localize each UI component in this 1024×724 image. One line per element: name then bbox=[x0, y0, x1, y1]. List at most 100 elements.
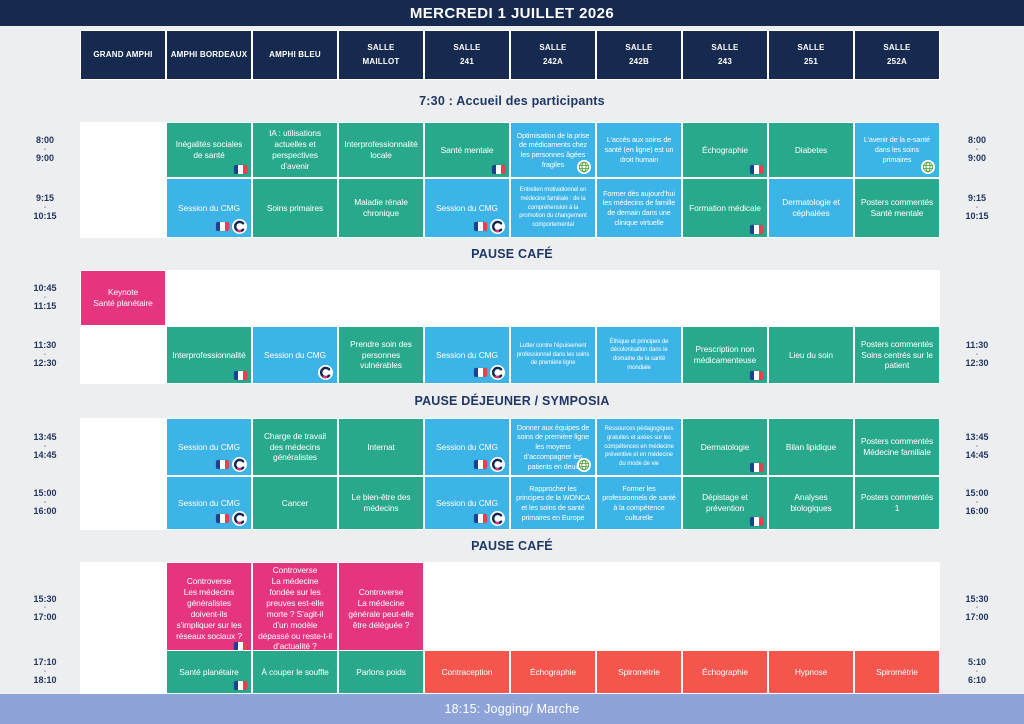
event-cell-salle-252a[interactable]: Spirométrie bbox=[854, 650, 940, 694]
event-cell-salle-241[interactable]: Session du CMG bbox=[424, 476, 510, 530]
room-name: SALLE 251 bbox=[797, 43, 825, 66]
time-start: 5:10 bbox=[967, 657, 986, 668]
event-cell-amphi-bleu[interactable]: IA : utilisations actuelles et perspecti… bbox=[252, 122, 338, 178]
empty-cell-salle-242a bbox=[510, 562, 596, 656]
schedule-row-8-00-9-00: 8:00-9:00 Inégalités sociales de santé IA … bbox=[0, 122, 1024, 178]
event-cell-salle-242b[interactable]: Spirométrie bbox=[596, 650, 682, 694]
time-start: 11:30 bbox=[33, 340, 57, 351]
event-cell-salle-252a[interactable]: Posters commentés Médecine familiale bbox=[854, 418, 940, 476]
event-cell-salle-maillot[interactable]: Interprofessionnalité locale bbox=[338, 122, 424, 178]
event-icons bbox=[474, 511, 505, 526]
schedule-grid: GRAND AMPHI AMPHI BORDEAUX AMPHI BLEU SALLE… bbox=[0, 30, 1024, 724]
event-cell-salle-242b[interactable]: Former dès aujourd’hui les médecins de f… bbox=[596, 178, 682, 238]
event-cell-salle-241[interactable]: Contraception bbox=[424, 650, 510, 694]
event-cell-amphi-bordeaux[interactable]: Santé planétaire bbox=[166, 650, 252, 694]
event-cell-salle-251[interactable]: Dermatologie et céphalées bbox=[768, 178, 854, 238]
event-cell-salle-251[interactable]: Analyses biologiques bbox=[768, 476, 854, 530]
event-title: Échographie bbox=[702, 666, 748, 677]
time-start: 15:00 bbox=[965, 488, 989, 499]
event-title: Le bien-être des médecins bbox=[351, 492, 411, 513]
event-cell-salle-242a[interactable]: Optimisation de la prise de médicaments … bbox=[510, 122, 596, 178]
time-start: 13:45 bbox=[33, 432, 57, 443]
event-cell-salle-242a[interactable]: Entretien motivationnel en médecine fami… bbox=[510, 178, 596, 238]
right-time-label: 15:00-16:00 bbox=[940, 476, 1014, 530]
event-icons bbox=[750, 225, 763, 234]
event-cell-salle-242b[interactable]: L’accès aux soins de santé (en ligne) es… bbox=[596, 122, 682, 178]
event-cell-amphi-bordeaux[interactable]: Interprofessionnalité bbox=[166, 326, 252, 384]
event-title: Charge de travail des médecins généralis… bbox=[263, 430, 327, 463]
event-cell-amphi-bleu[interactable]: Cancer bbox=[252, 476, 338, 530]
event-cell-salle-maillot[interactable]: Controverse La médecine générale peut-el… bbox=[338, 562, 424, 656]
room-header-salle-252a: SALLE 252A bbox=[854, 30, 940, 80]
event-title: Bilan lipidique bbox=[785, 441, 837, 452]
event-cell-salle-maillot[interactable]: Maladie rénale chronique bbox=[338, 178, 424, 238]
event-cell-amphi-bleu[interactable]: Session du CMG bbox=[252, 326, 338, 384]
event-cell-salle-243[interactable]: Formation médicale bbox=[682, 178, 768, 238]
header-left-spacer bbox=[10, 30, 80, 80]
event-cell-salle-243[interactable]: Prescription non médicamenteuse bbox=[682, 326, 768, 384]
event-cell-salle-252a[interactable]: Posters commentés Soins centrés sur le p… bbox=[854, 326, 940, 384]
event-cell-salle-242a[interactable]: Donner aux équipes de soins de première … bbox=[510, 418, 596, 476]
event-cell-amphi-bleu[interactable]: Charge de travail des médecins généralis… bbox=[252, 418, 338, 476]
event-cell-salle-maillot[interactable]: Parlons poids bbox=[338, 650, 424, 694]
event-cell-amphi-bordeaux[interactable]: Inégalités sociales de santé bbox=[166, 122, 252, 178]
event-cell-salle-242b[interactable]: Ressources pédagogiques gratuites et axé… bbox=[596, 418, 682, 476]
event-cell-salle-maillot[interactable]: Prendre soin des personnes vulnérables bbox=[338, 326, 424, 384]
event-cell-amphi-bleu[interactable]: À couper le souffle bbox=[252, 650, 338, 694]
room-header-salle-243: SALLE 243 bbox=[682, 30, 768, 80]
event-cell-salle-242a[interactable]: Rapprocher les principes de la WONCA et … bbox=[510, 476, 596, 530]
event-cell-salle-242b[interactable]: Former les professionnels de santé à la … bbox=[596, 476, 682, 530]
event-cell-salle-242a[interactable]: Échographie bbox=[510, 650, 596, 694]
date-title-bar: MERCREDI 1 JUILLET 2026 bbox=[0, 0, 1024, 26]
event-title: Former dès aujourd’hui les médecins de f… bbox=[602, 188, 676, 227]
time-start: 17:10 bbox=[33, 657, 57, 668]
event-cell-amphi-bordeaux[interactable]: Session du CMG bbox=[166, 178, 252, 238]
event-cell-salle-241[interactable]: Session du CMG bbox=[424, 326, 510, 384]
event-cell-salle-242a[interactable]: Lutter contre l’épuisement professionnel… bbox=[510, 326, 596, 384]
event-cell-salle-243[interactable]: Échographie bbox=[682, 122, 768, 178]
time-end: 10:15 bbox=[33, 211, 57, 222]
event-cell-salle-251[interactable]: Hypnose bbox=[768, 650, 854, 694]
empty-cell-salle-maillot bbox=[338, 270, 424, 326]
event-cell-salle-252a[interactable]: L’avenir de la e-santé dans les soins pr… bbox=[854, 122, 940, 178]
event-cell-salle-252a[interactable]: Posters commentés 1 bbox=[854, 476, 940, 530]
event-cell-salle-243[interactable]: Dépistage et prévention bbox=[682, 476, 768, 530]
event-cell-salle-243[interactable]: Dermatologie bbox=[682, 418, 768, 476]
event-cell-salle-243[interactable]: Échographie bbox=[682, 650, 768, 694]
schedule-row-10-45-11-15: 10:45-11:15 Keynote Santé planétaire bbox=[0, 270, 1024, 326]
room-header-amphi-bordeaux: AMPHI BORDEAUX bbox=[166, 30, 252, 80]
event-cell-salle-241[interactable]: Session du CMG bbox=[424, 418, 510, 476]
cmg-logo-icon bbox=[232, 457, 247, 472]
room-header-row: GRAND AMPHI AMPHI BORDEAUX AMPHI BLEU SALLE… bbox=[0, 30, 1024, 80]
event-cell-salle-241[interactable]: Santé mentale bbox=[424, 122, 510, 178]
event-cell-salle-251[interactable]: Bilan lipidique bbox=[768, 418, 854, 476]
schedule-row-17-10-18-10: 17:10-18:10 Santé planétaire À couper le s… bbox=[0, 650, 1024, 694]
event-cell-salle-251[interactable]: Diabetes bbox=[768, 122, 854, 178]
event-cell-salle-maillot[interactable]: Le bien-être des médecins bbox=[338, 476, 424, 530]
event-cell-amphi-bleu[interactable]: Soins primaires bbox=[252, 178, 338, 238]
event-title: Controverse La médecine fondée sur les p… bbox=[258, 565, 332, 652]
event-cell-amphi-bleu[interactable]: Controverse La médecine fondée sur les p… bbox=[252, 562, 338, 656]
event-title: À couper le souffle bbox=[261, 666, 329, 677]
right-time-label: 13:45-14:45 bbox=[940, 418, 1014, 476]
event-cell-salle-242b[interactable]: Éthique et principes de décolonisation d… bbox=[596, 326, 682, 384]
france-flag-icon bbox=[474, 460, 487, 469]
france-flag-icon bbox=[474, 368, 487, 377]
event-cell-grand-amphi[interactable]: Keynote Santé planétaire bbox=[80, 270, 166, 326]
event-cell-amphi-bordeaux[interactable]: Session du CMG bbox=[166, 476, 252, 530]
event-cell-salle-maillot[interactable]: Internat bbox=[338, 418, 424, 476]
time-end: 9:00 bbox=[967, 153, 986, 164]
event-title: Spirométrie bbox=[876, 666, 918, 677]
empty-cell-grand-amphi bbox=[80, 326, 166, 384]
event-title: Lutter contre l’épuisement professionnel… bbox=[516, 342, 590, 367]
cmg-logo-icon bbox=[490, 511, 505, 526]
event-title: Contraception bbox=[441, 666, 493, 677]
event-cell-amphi-bordeaux[interactable]: Controverse Les médecins généralistes do… bbox=[166, 562, 252, 656]
event-cell-amphi-bordeaux[interactable]: Session du CMG bbox=[166, 418, 252, 476]
event-cell-salle-241[interactable]: Session du CMG bbox=[424, 178, 510, 238]
event-cell-salle-252a[interactable]: Posters commentés Santé mentale bbox=[854, 178, 940, 238]
time-start: 9:15 bbox=[967, 193, 986, 204]
empty-cell-amphi-bleu bbox=[252, 270, 338, 326]
room-name: AMPHI BLEU bbox=[269, 50, 321, 60]
event-cell-salle-251[interactable]: Lieu du soin bbox=[768, 326, 854, 384]
